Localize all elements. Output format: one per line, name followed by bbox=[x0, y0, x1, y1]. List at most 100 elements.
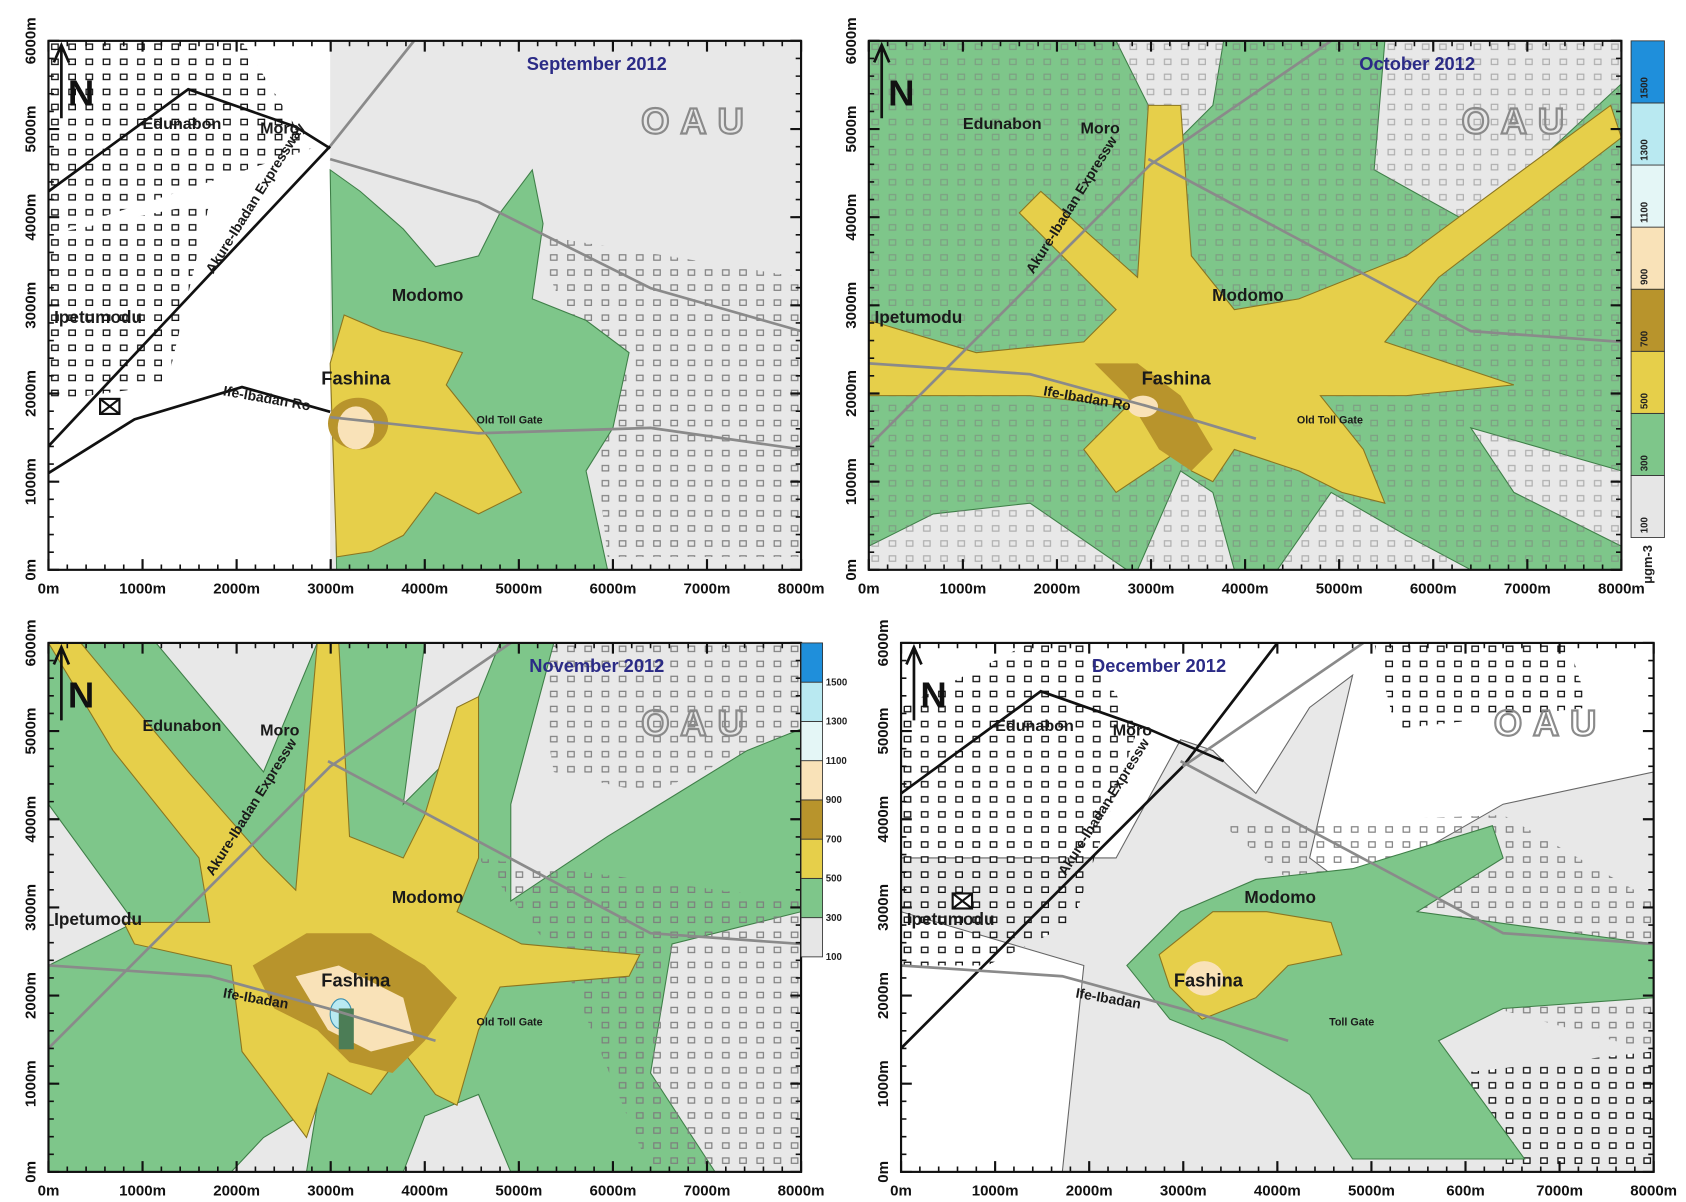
x-tick-label: 6000m bbox=[589, 580, 636, 597]
panel-title: September 2012 bbox=[527, 53, 667, 74]
place-label: Edunabon bbox=[143, 115, 222, 133]
y-tick-label: 2000m bbox=[23, 972, 40, 1019]
y-tick-label: 3000m bbox=[875, 884, 892, 931]
legend-swatch bbox=[801, 721, 823, 760]
y-tick-label: 4000m bbox=[875, 796, 892, 843]
place-label: Ipetumodu bbox=[54, 909, 142, 929]
place-label: Old Toll Gate bbox=[1297, 414, 1363, 426]
y-tick-label: 1000m bbox=[843, 458, 860, 505]
legend-label: 100 bbox=[826, 952, 842, 963]
x-tick-label: 0m bbox=[858, 580, 880, 597]
x-tick-label: 6000m bbox=[1410, 580, 1457, 597]
legend-label: 100 bbox=[1640, 517, 1651, 533]
y-tick-label: 6000m bbox=[875, 620, 892, 667]
north-label: N bbox=[888, 72, 914, 113]
y-tick-label: 1000m bbox=[23, 1060, 40, 1107]
legend-label: 700 bbox=[826, 834, 842, 845]
x-tick-label: 3000m bbox=[1128, 580, 1175, 597]
x-tick-label: 8000m bbox=[778, 580, 825, 597]
place-label: Ipetumodu bbox=[907, 909, 995, 929]
x-tick-label: 1000m bbox=[972, 1183, 1019, 1200]
y-tick-label: 1000m bbox=[875, 1060, 892, 1107]
y-tick-label: 0m bbox=[875, 1161, 892, 1183]
x-tick-label: 7000m bbox=[1536, 1183, 1583, 1200]
x-tick-label: 2000m bbox=[1034, 580, 1081, 597]
x-tick-label: 0m bbox=[38, 1183, 60, 1200]
place-label: Fashina bbox=[321, 970, 391, 991]
x-tick-label: 5000m bbox=[1348, 1183, 1395, 1200]
x-tick-label: 0m bbox=[890, 1183, 912, 1200]
legend-label: 300 bbox=[826, 913, 842, 924]
legend-swatch bbox=[801, 878, 823, 917]
x-tick-label: 4000m bbox=[1254, 1183, 1301, 1200]
y-tick-label: 3000m bbox=[23, 282, 40, 329]
x-tick-label: 3000m bbox=[1160, 1183, 1207, 1200]
legend-unit: μgm-3 bbox=[1640, 545, 1655, 584]
y-tick-label: 2000m bbox=[843, 370, 860, 417]
panel-title: December 2012 bbox=[1092, 655, 1226, 676]
figure: EdunabonMoroIpetumoduAkure-Ibadan Expres… bbox=[0, 0, 1686, 1202]
x-tick-label: 7000m bbox=[684, 580, 731, 597]
place-label: OAU bbox=[1494, 702, 1607, 743]
place-label: Toll Gate bbox=[1329, 1017, 1374, 1029]
y-tick-label: 2000m bbox=[875, 972, 892, 1019]
legend-swatch bbox=[801, 918, 823, 957]
place-label: Old Toll Gate bbox=[477, 1017, 543, 1029]
x-tick-label: 2000m bbox=[213, 580, 260, 597]
place-label: Modomo bbox=[1244, 887, 1316, 907]
legend-label: 1100 bbox=[1640, 202, 1651, 223]
page: EdunabonMoroIpetumoduAkure-Ibadan Expres… bbox=[0, 0, 1686, 1202]
x-tick-label: 4000m bbox=[401, 1183, 448, 1200]
place-label: OAU bbox=[641, 100, 754, 141]
y-tick-label: 3000m bbox=[843, 282, 860, 329]
place-label: OAU bbox=[641, 702, 754, 743]
north-label: N bbox=[68, 72, 94, 113]
x-tick-label: 1000m bbox=[119, 1183, 166, 1200]
y-tick-label: 5000m bbox=[23, 106, 40, 153]
x-tick-label: 7000m bbox=[1504, 580, 1551, 597]
y-tick-label: 0m bbox=[843, 559, 860, 581]
legend-label: 1300 bbox=[1640, 139, 1651, 160]
x-tick-label: 6000m bbox=[589, 1183, 636, 1200]
place-label: Moro bbox=[1113, 721, 1153, 739]
y-tick-label: 6000m bbox=[23, 17, 40, 64]
y-tick-label: 0m bbox=[23, 559, 40, 581]
y-tick-label: 5000m bbox=[23, 708, 40, 755]
place-label: Fashina bbox=[321, 368, 391, 389]
x-tick-label: 5000m bbox=[495, 580, 542, 597]
x-tick-label: 2000m bbox=[213, 1183, 260, 1200]
place-label: Moro bbox=[260, 721, 300, 739]
legend-label: 500 bbox=[826, 874, 842, 885]
place-label: Modomo bbox=[392, 887, 464, 907]
legend-label: 1100 bbox=[826, 756, 847, 767]
legend-label: 1500 bbox=[826, 677, 847, 688]
x-tick-label: 600m bbox=[1446, 1183, 1484, 1200]
place-label: Ipetumodu bbox=[54, 307, 142, 327]
legend-label: 300 bbox=[1640, 455, 1651, 471]
x-tick-label: 4000m bbox=[401, 580, 448, 597]
y-tick-label: 4000m bbox=[843, 194, 860, 241]
y-tick-label: 0m bbox=[23, 1161, 40, 1183]
place-label: Edunabon bbox=[143, 717, 222, 735]
y-tick-label: 2000m bbox=[23, 370, 40, 417]
place-label: Modomo bbox=[392, 285, 464, 305]
x-tick-label: 5000m bbox=[495, 1183, 542, 1200]
x-tick-label: 1000m bbox=[939, 580, 986, 597]
place-label: Modomo bbox=[1212, 285, 1284, 305]
north-label: N bbox=[920, 674, 946, 715]
legend-label: 1300 bbox=[826, 717, 847, 728]
y-tick-label: 1000m bbox=[23, 458, 40, 505]
map-panel: EdunabonMoroIpetumoduAkure-Ibadan Expres… bbox=[23, 17, 825, 597]
x-tick-label: 8000m bbox=[778, 1183, 825, 1200]
x-tick-label: 0m bbox=[38, 580, 60, 597]
y-tick-label: 6000m bbox=[23, 620, 40, 667]
map-panel: EdunabonMoroIpetumoduAkure-Ibadan Expres… bbox=[23, 620, 848, 1200]
x-tick-label: 4000m bbox=[1222, 580, 1269, 597]
place-label: Fashina bbox=[1142, 368, 1212, 389]
place-label: Ipetumodu bbox=[874, 307, 962, 327]
legend-label: 900 bbox=[1640, 269, 1651, 285]
place-label: Edunabon bbox=[963, 115, 1042, 133]
legend-swatch bbox=[801, 761, 823, 800]
place-label: Edunabon bbox=[995, 717, 1074, 735]
